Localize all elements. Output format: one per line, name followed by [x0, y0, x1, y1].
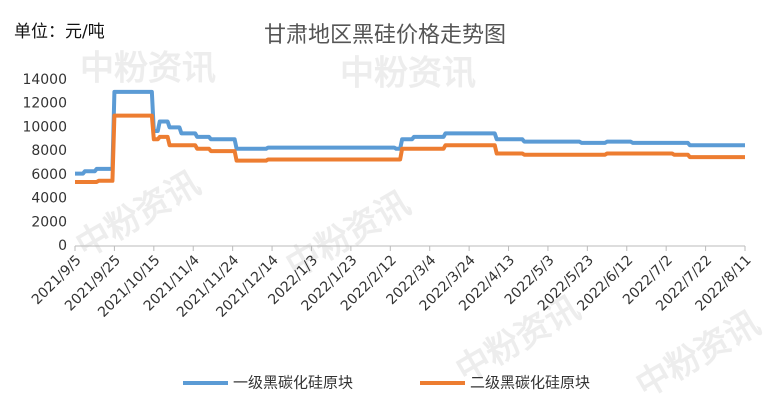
- y-tick-label: 4000: [31, 191, 67, 207]
- legend-label: 二级黑碳化硅原块: [470, 374, 590, 392]
- y-tick-label: 10000: [22, 119, 67, 135]
- y-tick-label: 6000: [31, 167, 67, 183]
- series-line: [75, 113, 745, 184]
- y-tick-label: 14000: [22, 72, 67, 88]
- watermark: 中粉资讯: [80, 49, 216, 89]
- chart-title: 甘肃地区黑硅价格走势图: [264, 23, 506, 48]
- y-tick-label: 2000: [31, 214, 67, 230]
- y-tick-label: 12000: [22, 96, 67, 112]
- legend-label: 一级黑碳化硅原块: [233, 374, 353, 392]
- series-line: [75, 89, 745, 176]
- watermark: 中粉资讯: [629, 303, 767, 406]
- unit-label: 单位：元/吨: [14, 22, 105, 42]
- y-tick-label: 0: [58, 238, 67, 254]
- watermark: 中粉资讯: [69, 163, 207, 266]
- watermark: 中粉资讯: [340, 54, 476, 94]
- y-tick-label: 8000: [31, 143, 67, 159]
